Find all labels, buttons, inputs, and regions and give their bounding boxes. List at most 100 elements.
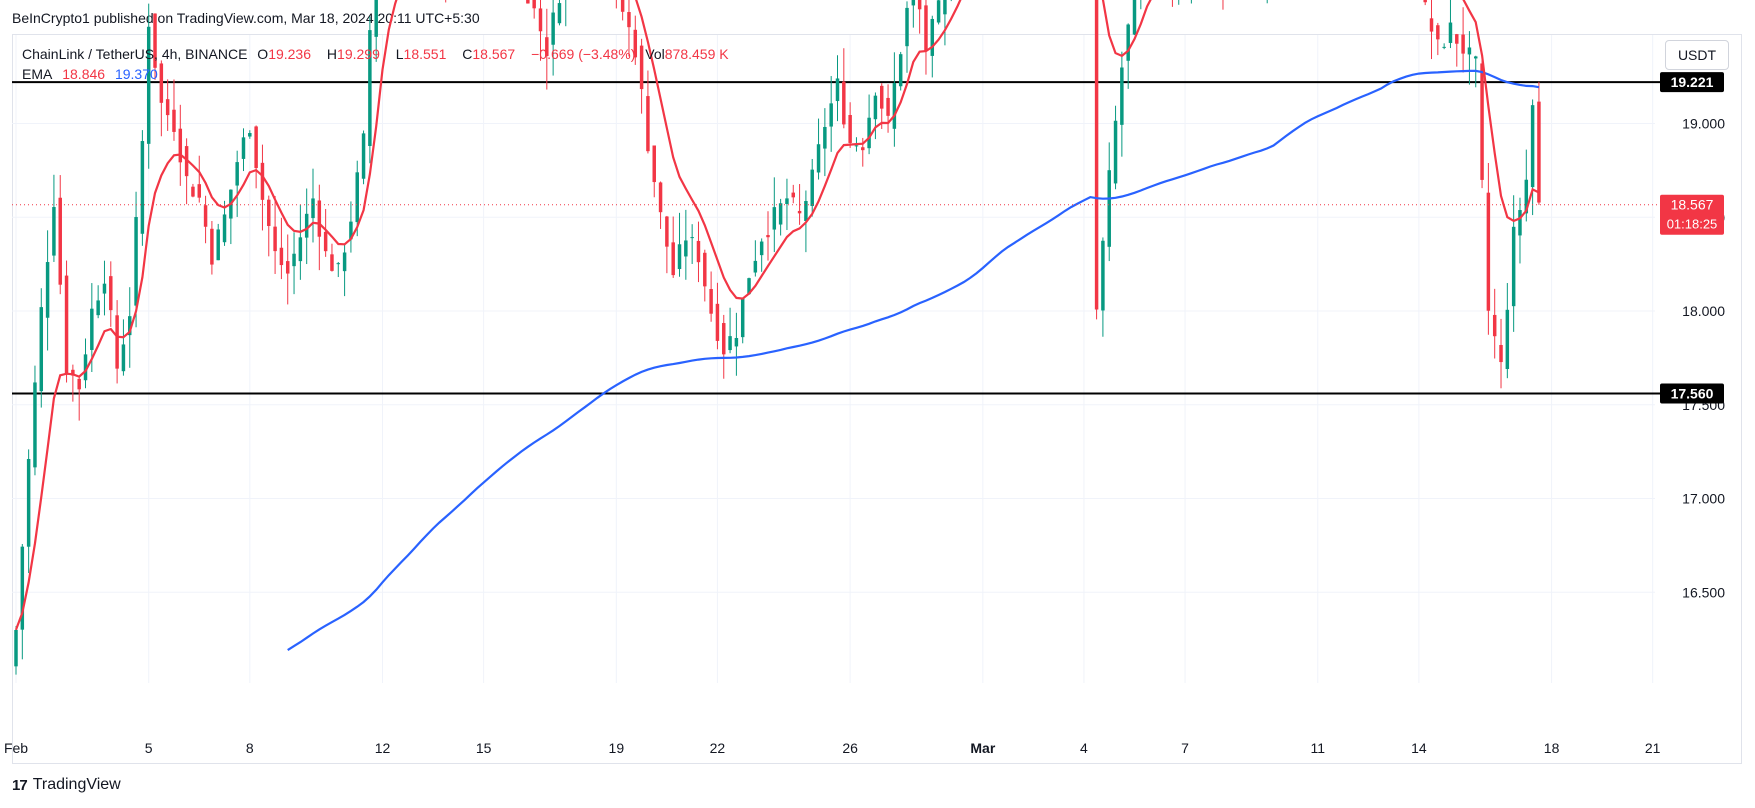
y-tick-label: 16.500 <box>1682 584 1725 600</box>
candle-body <box>1467 47 1472 55</box>
candle-body <box>279 247 284 266</box>
candle-body <box>816 144 821 173</box>
currency-button[interactable]: USDT <box>1665 40 1729 70</box>
candle-body <box>58 197 62 285</box>
candle-body <box>886 97 890 116</box>
candle-body <box>861 147 865 151</box>
candle-body <box>633 29 638 58</box>
candle-body <box>639 45 644 90</box>
tradingview-logo[interactable]: 17 TradingView <box>12 776 121 794</box>
candle-body <box>1537 101 1541 203</box>
candle-body <box>1461 34 1465 54</box>
candle-body <box>235 162 239 186</box>
candle-body <box>1492 314 1497 337</box>
grid-lines <box>12 35 1655 683</box>
legend-ohlc-row: ChainLink / TetherUS, 4h, BINANCE O19.23… <box>22 44 741 64</box>
candle-body <box>90 308 94 350</box>
y-tick-label: 18.000 <box>1682 303 1725 319</box>
candle-body <box>1120 67 1124 125</box>
candle-body <box>873 95 878 120</box>
candle-body <box>867 117 871 149</box>
candle-body <box>532 0 536 9</box>
candle-body <box>829 103 833 127</box>
candle-body <box>267 199 271 226</box>
candle-body <box>526 0 530 4</box>
candle-body <box>1423 0 1427 3</box>
candle-body <box>285 261 290 274</box>
candle-body <box>734 337 739 347</box>
candle-body <box>545 37 549 56</box>
candle-body <box>766 235 770 238</box>
candle-body <box>905 7 909 47</box>
candle-body <box>241 137 246 159</box>
candle-body <box>1474 56 1478 59</box>
level-badge-label: 19.221 <box>1671 74 1714 90</box>
candle-body <box>538 8 543 32</box>
candle-body <box>159 63 164 103</box>
candle-body <box>361 133 366 179</box>
candle-body <box>1101 240 1105 311</box>
candle-body <box>45 262 50 318</box>
candle-body <box>627 12 631 28</box>
candle-body <box>1094 0 1099 310</box>
x-tick-label: 21 <box>1645 740 1661 756</box>
last-price-label: 18.567 <box>1671 197 1714 213</box>
candle-body <box>71 369 75 376</box>
countdown-label: 01:18:25 <box>1667 217 1718 232</box>
chart-frame[interactable] <box>12 34 1742 764</box>
candle-body <box>146 26 151 144</box>
candle-body <box>165 99 170 116</box>
x-tick-label: 26 <box>842 740 858 756</box>
candle-body <box>342 252 347 272</box>
candle-body <box>298 237 303 262</box>
y-tick-label: 19.000 <box>1682 116 1725 132</box>
legend-volume: Vol878.459 K <box>645 46 734 62</box>
ema-label: EMA <box>22 66 53 82</box>
candle-body <box>254 126 258 169</box>
last-price-badge <box>1660 194 1724 235</box>
low-value: 18.551 <box>403 46 447 62</box>
open-value: 19.236 <box>268 46 312 62</box>
ema-fast-line <box>14 0 1540 631</box>
legend-open: O19.236 <box>257 46 317 62</box>
candle-body <box>924 5 928 51</box>
candle-body <box>1429 18 1434 32</box>
candle-body <box>336 263 341 265</box>
candle-body <box>898 54 903 87</box>
candle-body <box>835 78 840 102</box>
x-tick-label: Mar <box>970 740 995 756</box>
candle-body <box>323 231 328 252</box>
candle-body <box>355 172 359 223</box>
legend: ChainLink / TetherUS, 4h, BINANCE O19.23… <box>22 44 741 84</box>
volume-value: 878.459 K <box>664 46 729 62</box>
candle-body <box>191 186 195 197</box>
candle-body <box>1132 0 1137 35</box>
candle-body <box>911 0 916 6</box>
x-tick-label: 8 <box>246 740 254 756</box>
high-value: 19.299 <box>337 46 380 62</box>
candle-body <box>747 278 751 295</box>
candlesticks <box>14 0 1541 675</box>
candle-body <box>1486 192 1491 311</box>
candle-body <box>759 241 764 256</box>
candle-body <box>39 307 44 392</box>
candle-body <box>317 200 322 237</box>
candle-body <box>1530 105 1535 188</box>
candle-body <box>943 0 947 15</box>
candle-body <box>26 458 31 547</box>
candle-body <box>1499 344 1503 363</box>
candle-body <box>551 12 555 45</box>
candle-body <box>52 207 56 256</box>
candle-body <box>658 182 663 213</box>
legend-change: −0.669 (−3.48%) <box>531 46 636 62</box>
close-label: C <box>462 46 473 62</box>
candle-body <box>703 252 707 287</box>
candle-body <box>1113 120 1118 184</box>
publisher-line: BeInCrypto1 published on TradingView.com… <box>12 10 480 26</box>
candle-body <box>330 254 334 271</box>
x-tick-label: 4 <box>1080 740 1088 756</box>
x-tick-label: 11 <box>1310 740 1325 756</box>
